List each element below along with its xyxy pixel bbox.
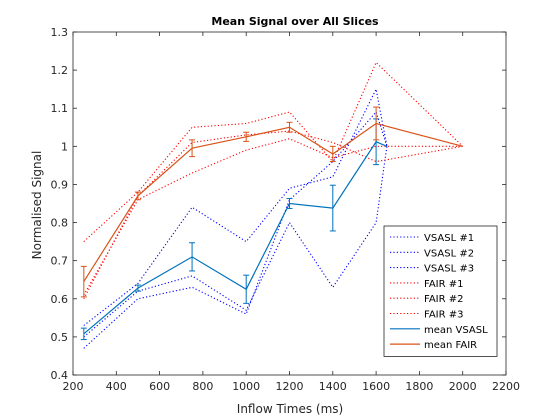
y-tick-label-2: 0.6 (51, 293, 69, 306)
y-tick-label-6: 1 (61, 140, 68, 153)
series-line-3 (83, 138, 463, 296)
x-tick-label-7: 1600 (362, 380, 390, 393)
x-tick-label-0: 200 (63, 380, 84, 393)
series-layer (80, 61, 464, 349)
legend: VSASL #1 VSASL #2 VSASL #3 FAIR #1 FAIR #2 FA… (383, 225, 498, 357)
x-axis-label: Inflow Times (ms) (237, 402, 343, 416)
x-tick-label-2: 600 (149, 380, 170, 393)
series-line-6 (83, 141, 388, 335)
x-tick-label-4: 1000 (232, 380, 260, 393)
y-tick-label-7: 1.1 (51, 102, 69, 115)
series-line-7 (83, 122, 463, 282)
x-tick-label-6: 1400 (319, 380, 347, 393)
legend-label-7: mean FAIR (424, 340, 477, 351)
axes-layer: 200 400 600 800 1000 1200 1400 1600 1800 2000 2200… (51, 26, 521, 393)
x-tick-label-1: 400 (106, 380, 127, 393)
y-tick-label-0: 0.4 (51, 369, 69, 382)
x-tick-label-5: 1200 (276, 380, 304, 393)
y-tick-label-8: 1.2 (51, 64, 69, 77)
y-axis-label: Normalised Signal (30, 151, 44, 260)
chart-title: Mean Signal over All Slices (211, 15, 379, 28)
legend-label-3: FAIR #1 (424, 279, 464, 290)
legend-label-0: VSASL #1 (424, 233, 474, 244)
legend-label-2: VSASL #3 (424, 264, 474, 275)
y-tick-label-3: 0.7 (51, 255, 69, 268)
legend-label-4: FAIR #2 (424, 294, 464, 305)
legend-label-1: VSASL #2 (424, 248, 474, 259)
y-tick-label-9: 1.3 (51, 26, 69, 39)
x-tick-label-9: 2000 (449, 380, 477, 393)
legend-label-6: mean VSASL (424, 325, 488, 336)
y-tick-label-5: 0.9 (51, 178, 69, 191)
series-line-2 (83, 110, 388, 349)
x-tick-label-3: 800 (192, 380, 213, 393)
legend-label-5: FAIR #3 (424, 310, 464, 321)
x-tick-label-8: 1800 (405, 380, 433, 393)
legend-box (383, 225, 498, 357)
y-tick-label-1: 0.5 (51, 331, 69, 344)
x-tick-label-10: 2200 (492, 380, 520, 393)
y-tick-label-4: 0.8 (51, 217, 69, 230)
series-line-5 (83, 130, 463, 300)
